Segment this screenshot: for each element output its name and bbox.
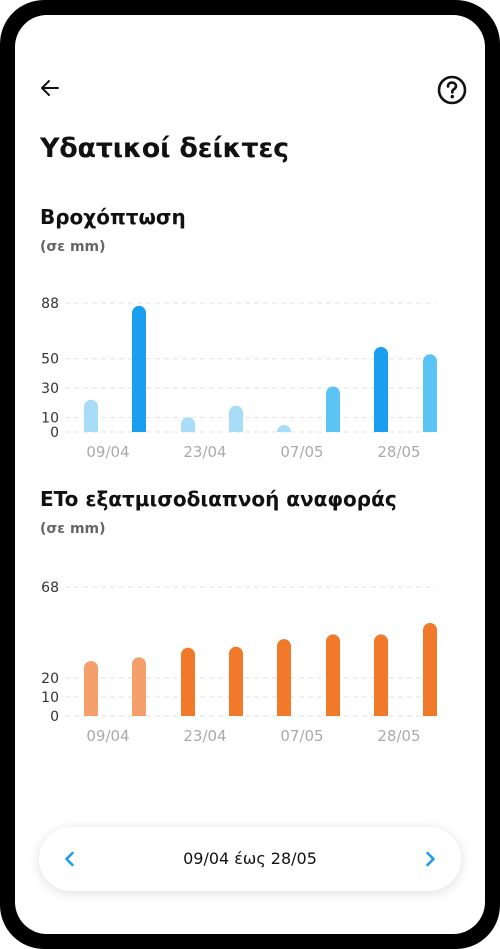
eto-y-tick-label: 0 xyxy=(50,709,59,725)
rainfall-chart-svg: 010 30 50 88 09/04 23/04 07/05 28/05 xyxy=(41,296,437,461)
back-button[interactable] xyxy=(35,73,65,103)
eto-y-tick-label: 10 xyxy=(41,690,59,706)
app-screen: Υδατικοί δείκτες Βροχόπτωση (σε mm) 0 10 3… xyxy=(15,15,485,934)
rain-bar xyxy=(181,417,195,432)
app-header xyxy=(15,15,485,125)
eto-bar xyxy=(84,660,98,716)
rain-x-tick-label: 23/04 xyxy=(183,443,226,461)
rain-bar xyxy=(374,346,388,432)
help-button[interactable] xyxy=(435,73,469,107)
rain-bar xyxy=(423,354,437,432)
date-range-selector: 09/04 έως 28/05 xyxy=(39,827,461,891)
chevron-left-icon xyxy=(65,851,74,867)
eto-title: ETo εξατμισοδιαπνοή αναφοράς xyxy=(40,487,397,511)
eto-bar xyxy=(132,657,146,716)
rain-x-tick-label: 07/05 xyxy=(280,443,323,461)
rainfall-chart: 0 10 30 50 88 09/04 23/04 07/05 28/05 xyxy=(15,275,485,465)
rain-y-tick-label: 0 xyxy=(50,425,59,441)
eto-y-tick-label: 68 xyxy=(41,580,59,596)
rain-bar xyxy=(277,425,291,432)
rain-bar xyxy=(326,386,340,432)
previous-range-button[interactable] xyxy=(55,844,85,874)
rain-y-tick-label: 50 xyxy=(41,352,59,368)
eto-bar xyxy=(374,634,388,716)
eto-x-tick-label: 23/04 xyxy=(183,727,226,745)
chevron-right-icon xyxy=(426,851,435,867)
eto-chart: 0 10 20 68 09/04 23/04 07/05 28/05 xyxy=(15,560,485,750)
arrow-left-icon xyxy=(41,80,59,96)
rainfall-title: Βροχόπτωση xyxy=(40,205,186,229)
eto-x-tick-label: 28/05 xyxy=(377,727,420,745)
eto-bar xyxy=(326,634,340,716)
eto-bar xyxy=(229,646,243,716)
rain-bar xyxy=(84,399,98,432)
help-circle-icon xyxy=(437,75,467,105)
rain-bar xyxy=(132,305,146,432)
rain-y-tick-label: 88 xyxy=(41,296,59,312)
eto-y-tick-label: 20 xyxy=(41,671,59,687)
next-range-button[interactable] xyxy=(415,844,445,874)
date-range-label: 09/04 έως 28/05 xyxy=(183,849,317,868)
eto-chart-svg: 0 10 20 68 09/04 23/04 07/05 28/05 xyxy=(41,580,437,745)
rain-x-tick-label: 28/05 xyxy=(377,443,420,461)
eto-x-tick-label: 09/04 xyxy=(86,727,129,745)
eto-bar xyxy=(423,623,437,716)
eto-bar xyxy=(277,639,291,716)
rain-y-tick-label: 10 xyxy=(41,410,59,426)
page-title: Υδατικοί δείκτες xyxy=(40,133,289,164)
rain-y-tick-label: 30 xyxy=(41,381,59,397)
eto-x-tick-label: 07/05 xyxy=(280,727,323,745)
rain-x-tick-label: 09/04 xyxy=(86,443,129,461)
rain-bar xyxy=(229,405,243,432)
rainfall-unit: (σε mm) xyxy=(40,239,106,255)
eto-unit: (σε mm) xyxy=(40,521,106,537)
eto-bar xyxy=(181,647,195,716)
